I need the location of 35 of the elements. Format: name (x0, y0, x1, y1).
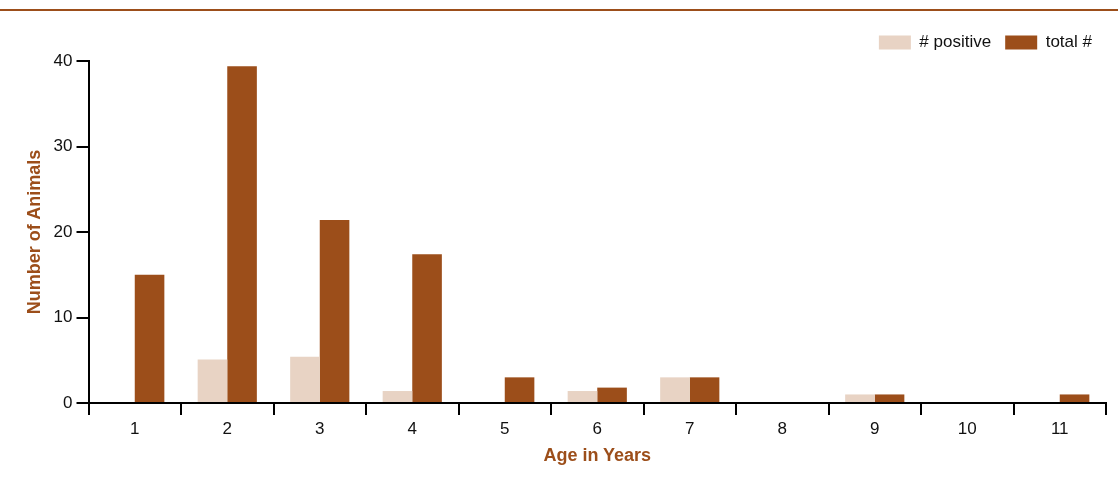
legend-label: total # (1045, 32, 1093, 52)
x-tick-label: 5 (500, 418, 510, 438)
bar (660, 377, 690, 402)
bar (1059, 394, 1090, 402)
bar (412, 254, 442, 402)
bar (197, 359, 228, 402)
legend-label: # positive (919, 32, 992, 52)
bar (689, 377, 720, 402)
x-tick-label: 3 (315, 418, 325, 438)
x-tick-label: 7 (685, 418, 695, 438)
y-tick-label: 10 (53, 307, 73, 327)
bar (290, 356, 320, 402)
x-tick-label: 8 (777, 418, 787, 438)
x-tick-label: 1 (130, 418, 140, 438)
y-axis-title: Number of Animals (23, 149, 44, 315)
bar (134, 274, 165, 402)
bar (597, 387, 627, 402)
bar (845, 394, 875, 402)
bar (567, 391, 598, 402)
bar (319, 220, 350, 402)
y-tick-label: 30 (53, 136, 73, 156)
x-axis-title: Age in Years (543, 445, 652, 466)
x-tick-label: 6 (592, 418, 602, 438)
x-tick-label: 10 (957, 418, 977, 438)
bar (874, 394, 905, 402)
y-tick-label: 0 (63, 392, 73, 412)
x-tick-label: 11 (1050, 418, 1069, 438)
y-tick-label: 40 (53, 50, 73, 70)
bar (382, 391, 413, 402)
x-tick-label: 2 (222, 418, 232, 438)
x-tick-label: 9 (870, 418, 880, 438)
y-tick-label: 20 (53, 221, 73, 241)
bar (504, 377, 535, 402)
x-tick-label: 4 (407, 418, 417, 438)
bar (227, 66, 257, 402)
